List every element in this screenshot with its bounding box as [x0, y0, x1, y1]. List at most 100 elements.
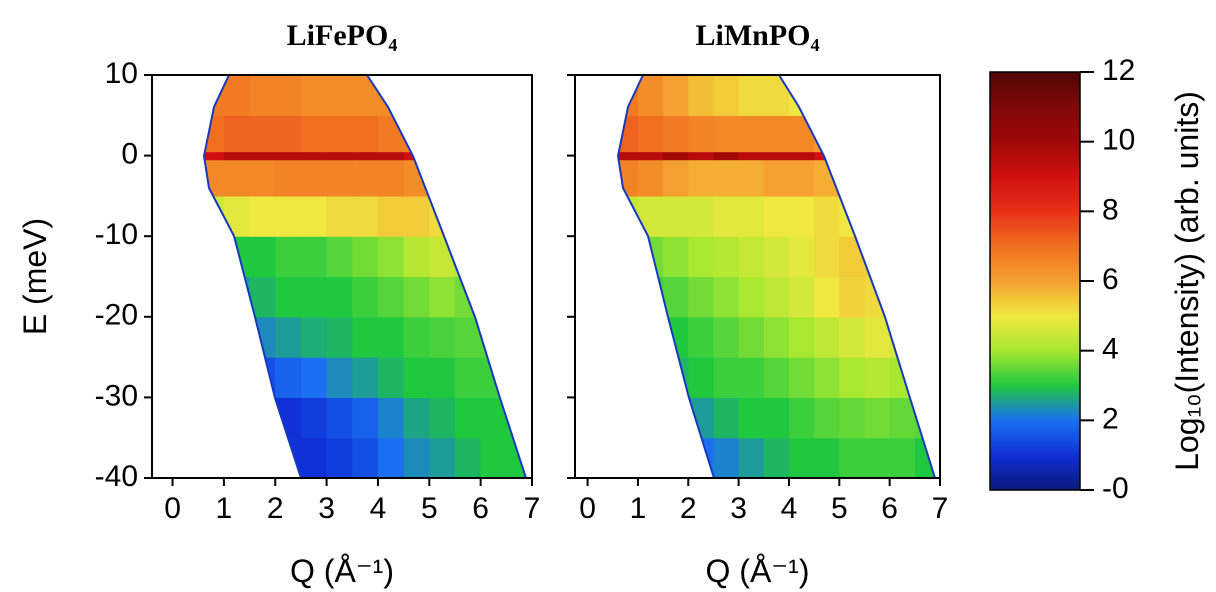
heatmap-cell [839, 397, 866, 439]
colorbar-tick-label: 8 [1102, 193, 1119, 226]
heatmap-cell [713, 75, 740, 116]
heatmap-cell [637, 75, 664, 116]
heatmap-cell [788, 276, 815, 318]
x-tick-label: 6 [472, 492, 489, 525]
heatmap-cell [713, 115, 740, 153]
heatmap-cell [763, 357, 790, 398]
heatmap-cell [788, 236, 815, 278]
heatmap-cell [738, 115, 765, 153]
colorbar-label: Log₁₀(Intensity) (arb. units) [1169, 91, 1205, 471]
heatmap-cell [889, 316, 916, 358]
heatmap-cell [223, 236, 251, 278]
heatmap-cell [249, 195, 276, 237]
heatmap-cell [864, 437, 891, 478]
heatmap-cell [637, 236, 664, 278]
heatmap-cell [738, 357, 765, 398]
heatmap-cell [839, 236, 866, 278]
heatmap-cell [713, 195, 740, 237]
heatmap-cell [738, 316, 765, 358]
heatmap-cell [864, 397, 891, 439]
heatmap-cell [429, 316, 456, 358]
heatmap-cell [814, 276, 840, 318]
heatmap-cell [814, 397, 840, 439]
heatmap-cell [814, 115, 840, 153]
heatmap-cell [814, 357, 840, 398]
heatmap-cell [618, 151, 639, 161]
heatmap-cell [738, 276, 765, 318]
heatmap-cell [249, 115, 276, 153]
heatmap-cell [618, 195, 639, 237]
y-axis-label: E (meV) [17, 218, 53, 335]
heatmap-cell [326, 159, 353, 197]
heatmap-cell [352, 151, 379, 161]
heatmap-cell [352, 357, 379, 398]
heatmap-cell [480, 437, 507, 478]
heatmap-cell [454, 397, 482, 439]
heatmap-cell [377, 75, 405, 116]
plot-frame [574, 74, 941, 479]
heatmap-cell [223, 151, 251, 161]
heatmap-cell [223, 159, 251, 197]
heatmap-cell [326, 437, 353, 478]
heatmap-cell [352, 316, 379, 358]
colorbar-tick-label: 4 [1102, 333, 1119, 366]
heatmap-cell [637, 115, 664, 153]
heatmap-cell [763, 115, 790, 153]
heatmap-cell [763, 151, 790, 161]
heatmap-cell [914, 437, 935, 478]
x-tick-label: 5 [421, 492, 438, 525]
heatmap-cell [326, 397, 353, 439]
heatmap-cell [300, 115, 328, 153]
heatmap-cell [204, 75, 225, 116]
x-tick-label: 2 [680, 492, 697, 525]
x-axis-label: Q (Å⁻¹) [706, 553, 810, 589]
heatmap-cell [637, 195, 664, 237]
heatmap-cell [788, 437, 815, 478]
heatmap-cell [352, 159, 379, 197]
heatmap-cell [839, 276, 866, 318]
heatmap-cell [249, 75, 276, 116]
heatmap-cell [637, 159, 664, 197]
heatmap-cell [377, 397, 405, 439]
heatmap-cell [275, 195, 302, 237]
heatmap-cell [738, 236, 765, 278]
heatmap-cell [663, 159, 689, 197]
heatmap-cell [300, 316, 328, 358]
heatmap-cell [454, 236, 482, 278]
heatmap-cell [352, 236, 379, 278]
heatmap-cell [223, 195, 251, 237]
colorbar [989, 71, 1081, 491]
heatmap-cell [352, 115, 379, 153]
x-tick-label: 0 [579, 492, 596, 525]
heatmap-cell [326, 276, 353, 318]
heatmap-cell [377, 195, 405, 237]
colorbar-tick-label: 12 [1102, 54, 1135, 87]
x-tick-label: 3 [730, 492, 747, 525]
heatmap-cell [688, 437, 715, 478]
heatmap-cell [663, 195, 689, 237]
heatmap-cell [275, 236, 302, 278]
heatmap-cell [249, 397, 276, 439]
heatmap-cell [352, 75, 379, 116]
heatmap-cell [300, 159, 328, 197]
heatmap-cell [249, 159, 276, 197]
heatmap-cell [738, 75, 765, 116]
heatmap-cell [637, 151, 664, 161]
heatmap-cell [763, 195, 790, 237]
x-tick-label: 3 [318, 492, 335, 525]
heatmap-cell [223, 75, 251, 116]
heatmap-cell [249, 357, 276, 398]
heatmap-cell [454, 357, 482, 398]
x-tick-label: 1 [630, 492, 647, 525]
y-tick-label: 10 [105, 57, 138, 90]
heatmap-cell [300, 437, 328, 478]
heatmap-cell [763, 276, 790, 318]
heatmap-cell [839, 357, 866, 398]
heatmap-cell [275, 437, 302, 478]
heatmap-cell [663, 115, 689, 153]
heatmap-cell [429, 276, 456, 318]
heatmap-cell [738, 151, 765, 161]
heatmap-cell [788, 159, 815, 197]
heatmap-cell [249, 236, 276, 278]
